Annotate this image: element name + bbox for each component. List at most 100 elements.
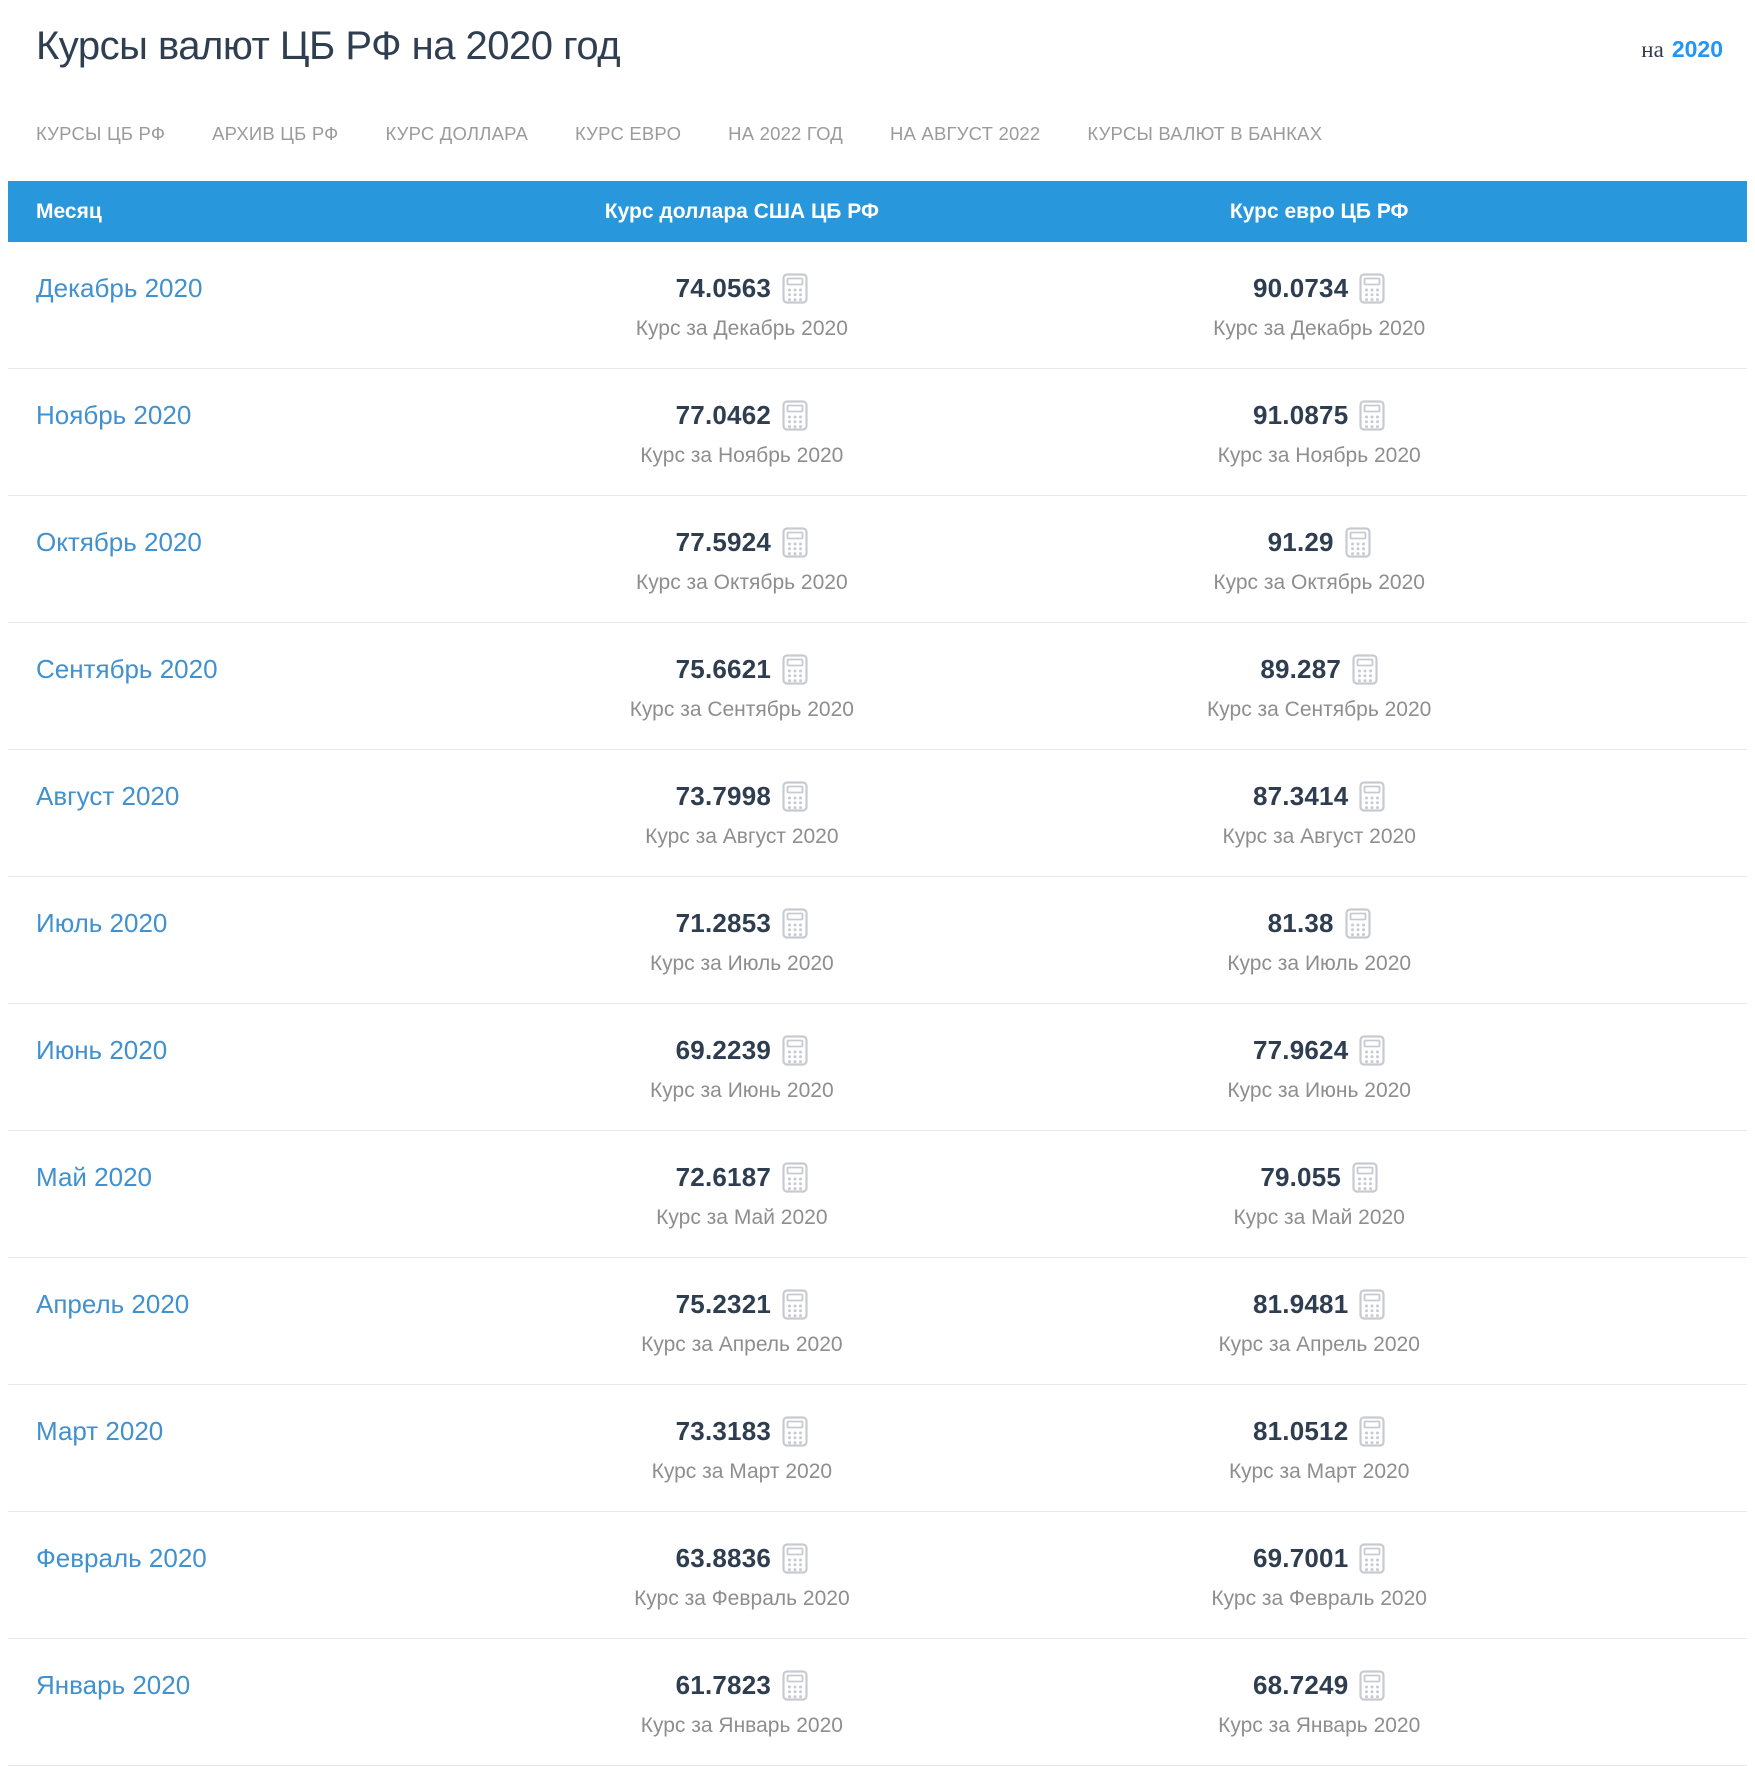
month-cell: Июнь 2020	[8, 1035, 453, 1066]
month-link[interactable]: Январь 2020	[36, 1670, 191, 1700]
usd-rate-label: Курс за Февраль 2020	[634, 1587, 850, 1610]
month-link[interactable]: Сентябрь 2020	[36, 654, 218, 684]
month-cell: Июль 2020	[8, 908, 453, 939]
eur-rate-label: Курс за Апрель 2020	[1218, 1333, 1420, 1356]
calculator-icon[interactable]	[782, 1543, 808, 1574]
calculator-icon[interactable]	[782, 273, 808, 304]
eur-rate-label: Курс за Сентябрь 2020	[1207, 698, 1432, 721]
usd-rate-cell: 77.5924 Курс за Октябрь 2020	[453, 527, 1030, 595]
table-row: Январь 2020 61.7823 Курс	[8, 1639, 1747, 1766]
usd-rate-cell: 75.6621 Курс за Сентябрь 2020	[453, 654, 1030, 722]
calculator-icon[interactable]	[782, 1416, 808, 1447]
calculator-icon[interactable]	[782, 1670, 808, 1701]
month-cell: Апрель 2020	[8, 1289, 453, 1320]
tab-na-avgust-2022[interactable]: НА АВГУСТ 2022	[889, 123, 1041, 144]
eur-rate-value: 89.287	[1260, 654, 1342, 684]
calculator-icon[interactable]	[782, 527, 808, 558]
tab-kursy-valut-v-bankah[interactable]: КУРСЫ ВАЛЮТ В БАНКАХ	[1087, 123, 1323, 144]
eur-rate-cell: 77.9624 Курс за Июнь 2020	[1031, 1035, 1608, 1103]
table-row: Июль 2020 71.2853 Курс за	[8, 877, 1747, 1004]
usd-rate-label: Курс за Октябрь 2020	[636, 571, 848, 594]
month-link[interactable]: Август 2020	[36, 781, 180, 811]
usd-rate-label: Курс за Август 2020	[645, 825, 839, 848]
usd-rate-value: 73.7998	[675, 781, 772, 811]
calculator-icon[interactable]	[1352, 654, 1378, 685]
usd-rate-cell: 77.0462 Курс за Ноябрь 2020	[453, 400, 1030, 468]
usd-rate-cell: 74.0563 Курс за Декабрь 2020	[453, 273, 1030, 341]
year-2020-link[interactable]: 2020	[1671, 36, 1723, 62]
month-link[interactable]: Март 2020	[36, 1416, 164, 1446]
top-bar: Курсы валют ЦБ РФ на 2020 год на 2020	[8, 0, 1747, 69]
calculator-icon[interactable]	[1352, 1162, 1378, 1193]
calculator-icon[interactable]	[1359, 1035, 1385, 1066]
usd-rate-label: Курс за Ноябрь 2020	[640, 444, 844, 467]
month-link[interactable]: Октябрь 2020	[36, 527, 202, 557]
tab-kurs-evro[interactable]: КУРС ЕВРО	[574, 123, 682, 144]
month-link[interactable]: Май 2020	[36, 1162, 152, 1192]
usd-rate-label: Курс за Июль 2020	[649, 952, 834, 975]
usd-rate-label: Курс за Декабрь 2020	[635, 317, 848, 340]
calculator-icon[interactable]	[1359, 1289, 1385, 1320]
calculator-icon[interactable]	[782, 1162, 808, 1193]
nav-tabs: КУРСЫ ЦБ РФ АРХИВ ЦБ РФ КУРС ДОЛЛАРА КУР…	[8, 123, 1747, 145]
table-row: Сентябрь 2020 75.6621 Кур	[8, 623, 1747, 750]
calculator-icon[interactable]	[782, 1289, 808, 1320]
month-link[interactable]: Апрель 2020	[36, 1289, 190, 1319]
usd-rate-label: Курс за Июнь 2020	[650, 1079, 834, 1102]
calculator-icon[interactable]	[1359, 781, 1385, 812]
eur-rate-cell: 81.38 Курс за Июль 2020	[1031, 908, 1608, 976]
calculator-icon[interactable]	[1359, 1670, 1385, 1701]
calculator-icon[interactable]	[1359, 273, 1385, 304]
month-cell: Декабрь 2020	[8, 273, 453, 304]
month-cell: Август 2020	[8, 781, 453, 812]
tab-arhiv-cb-rf[interactable]: АРХИВ ЦБ РФ	[212, 123, 339, 144]
calculator-icon[interactable]	[782, 1035, 808, 1066]
calculator-icon[interactable]	[782, 908, 808, 939]
table-row: Июнь 2020 69.2239 Курс за	[8, 1004, 1747, 1131]
usd-rate-cell: 63.8836 Курс за Февраль 2020	[453, 1543, 1030, 1611]
month-cell: Март 2020	[8, 1416, 453, 1447]
eur-rate-label: Курс за Июль 2020	[1227, 952, 1412, 975]
calculator-icon[interactable]	[782, 654, 808, 685]
calculator-icon[interactable]	[782, 781, 808, 812]
eur-rate-label: Курс за Декабрь 2020	[1213, 317, 1426, 340]
eur-rate-cell: 87.3414 Курс за Август 2020	[1031, 781, 1608, 849]
usd-rate-cell: 69.2239 Курс за Июнь 2020	[453, 1035, 1030, 1103]
month-link[interactable]: Ноябрь 2020	[36, 400, 192, 430]
usd-rate-value: 77.5924	[675, 527, 772, 557]
eur-rate-label: Курс за Август 2020	[1222, 825, 1416, 848]
tab-kursy-cb-rf[interactable]: КУРСЫ ЦБ РФ	[36, 123, 166, 144]
tab-na-2022-god[interactable]: НА 2022 ГОД	[728, 123, 843, 144]
month-link[interactable]: Июнь 2020	[36, 1035, 168, 1065]
usd-rate-cell: 75.2321 Курс за Апрель 2020	[453, 1289, 1030, 1357]
eur-rate-cell: 90.0734 Курс за Декабрь 2020	[1031, 273, 1608, 341]
tab-kurs-dollara[interactable]: КУРС ДОЛЛАРА	[385, 123, 528, 144]
usd-rate-cell: 73.3183 Курс за Март 2020	[453, 1416, 1030, 1484]
calculator-icon[interactable]	[782, 400, 808, 431]
month-link[interactable]: Июль 2020	[36, 908, 168, 938]
calculator-icon[interactable]	[1359, 1416, 1385, 1447]
table-header-row: Месяц Курс доллара США ЦБ РФ Курс евро Ц…	[8, 181, 1747, 242]
eur-rate-value: 68.7249	[1252, 1670, 1349, 1700]
usd-rate-label: Курс за Апрель 2020	[641, 1333, 843, 1356]
month-link[interactable]: Декабрь 2020	[36, 273, 203, 303]
usd-rate-label: Курс за Март 2020	[651, 1460, 833, 1483]
month-cell: Ноябрь 2020	[8, 400, 453, 431]
eur-rate-cell: 91.0875 Курс за Ноябрь 2020	[1031, 400, 1608, 468]
year-nav-prefix: на	[1641, 37, 1664, 62]
eur-rate-label: Курс за Январь 2020	[1218, 1714, 1421, 1737]
calculator-icon[interactable]	[1345, 908, 1371, 939]
eur-rate-value: 91.29	[1267, 527, 1334, 557]
calculator-icon[interactable]	[1359, 1543, 1385, 1574]
month-link[interactable]: Февраль 2020	[36, 1543, 207, 1573]
calculator-icon[interactable]	[1359, 400, 1385, 431]
usd-rate-label: Курс за Январь 2020	[640, 1714, 843, 1737]
usd-rate-cell: 73.7998 Курс за Август 2020	[453, 781, 1030, 849]
usd-rate-value: 73.3183	[675, 1416, 772, 1446]
usd-rate-value: 77.0462	[675, 400, 772, 430]
calculator-icon[interactable]	[1345, 527, 1371, 558]
usd-rate-value: 72.6187	[675, 1162, 772, 1192]
eur-rate-label: Курс за Октябрь 2020	[1213, 571, 1425, 594]
table-header-month: Месяц	[36, 199, 102, 223]
